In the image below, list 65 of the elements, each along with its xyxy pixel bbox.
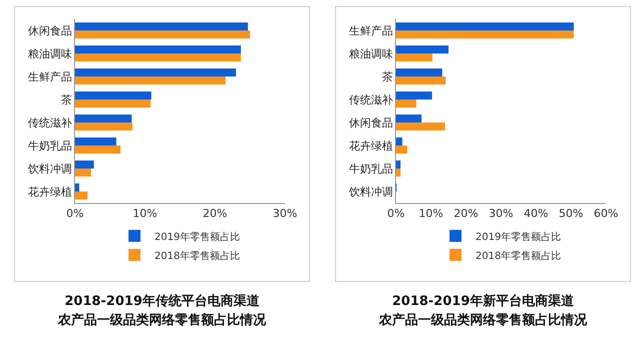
bar bbox=[75, 22, 248, 30]
x-tick-label: 40% bbox=[524, 207, 548, 220]
bar bbox=[75, 192, 88, 200]
bar bbox=[75, 100, 151, 108]
legend-label: 2018年零售额占比 bbox=[154, 250, 240, 262]
x-tick-label: 10% bbox=[132, 207, 158, 220]
bar bbox=[75, 137, 116, 146]
bar bbox=[396, 137, 402, 146]
x-tick-label: 0% bbox=[387, 207, 405, 220]
text: 农产品一级品类网络零售额占比情况 bbox=[378, 312, 588, 330]
bar bbox=[396, 45, 448, 54]
bar bbox=[75, 168, 92, 177]
text: 农产品一级品类网络零售额占比情况 bbox=[56, 312, 267, 330]
legend-label: 2019年零售额占比 bbox=[154, 230, 240, 243]
y-tick-label: 传统滋补 bbox=[348, 93, 393, 106]
x-tick-label: 30% bbox=[488, 207, 514, 220]
x-tick-label: 60% bbox=[594, 207, 618, 220]
text: 2018-2019年传统平台电商渠道 bbox=[64, 292, 260, 311]
bar bbox=[75, 68, 236, 76]
y-tick-label: 传统滋补 bbox=[28, 116, 72, 130]
bar bbox=[396, 122, 445, 131]
x-tick-label: 20% bbox=[454, 207, 478, 220]
bar bbox=[75, 183, 80, 192]
bar bbox=[396, 68, 442, 76]
bar bbox=[75, 160, 94, 168]
y-tick-label: 生鲜产品 bbox=[28, 70, 72, 84]
y-tick-label: 花卉绿植 bbox=[28, 185, 72, 198]
y-tick-label: 休闲食品 bbox=[348, 116, 393, 130]
bar bbox=[396, 22, 574, 30]
y-tick-label: 茶 bbox=[382, 70, 393, 84]
y-tick-label: 茶 bbox=[60, 93, 72, 106]
bar bbox=[75, 54, 241, 62]
legend-label: 2018年零售额占比 bbox=[476, 250, 561, 262]
x-tick-label: 0% bbox=[66, 207, 84, 220]
bar bbox=[396, 114, 422, 122]
x-tick-label: 50% bbox=[558, 207, 584, 220]
y-tick-label: 饮料冲调 bbox=[26, 162, 72, 176]
bar bbox=[75, 122, 132, 131]
bar bbox=[75, 114, 132, 122]
y-tick-label: 粮油调味 bbox=[28, 47, 72, 60]
bar bbox=[396, 168, 401, 177]
y-tick-label: 牛奶乳品 bbox=[28, 139, 72, 152]
x-tick-label: 20% bbox=[202, 207, 228, 220]
y-tick-label: 饮料冲调 bbox=[348, 185, 393, 198]
bar bbox=[75, 76, 226, 85]
bar bbox=[75, 30, 250, 39]
bar bbox=[396, 30, 574, 39]
bar bbox=[396, 91, 432, 100]
bar bbox=[75, 45, 241, 54]
bar bbox=[396, 160, 401, 168]
x-tick-label: 30% bbox=[272, 207, 298, 220]
legend-label: 2019年零售额占比 bbox=[476, 230, 561, 243]
y-tick-label: 生鲜产品 bbox=[348, 24, 393, 38]
x-tick-label: 10% bbox=[418, 207, 444, 220]
y-tick-label: 花卉绿植 bbox=[348, 139, 393, 152]
bar bbox=[396, 76, 446, 85]
y-tick-label: 牛奶乳品 bbox=[348, 162, 393, 176]
y-tick-label: 休闲食品 bbox=[28, 24, 72, 38]
text: 2018-2019年新平台电商渠道 bbox=[391, 292, 575, 311]
bar bbox=[396, 100, 416, 108]
bar bbox=[75, 91, 152, 100]
bar bbox=[75, 146, 120, 154]
bar bbox=[396, 54, 432, 62]
y-tick-label: 粮油调味 bbox=[348, 47, 393, 60]
bar bbox=[396, 146, 408, 154]
